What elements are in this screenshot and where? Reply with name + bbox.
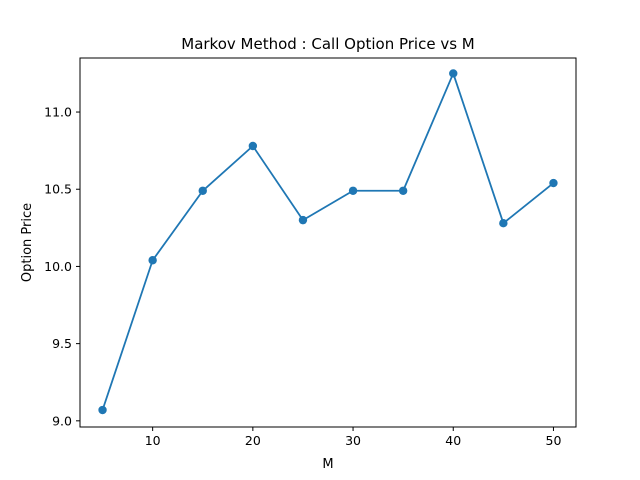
y-tick-label: 9.5 [52, 336, 72, 351]
data-point [248, 141, 258, 151]
plot-area: 10 20 30 40 50 9.0 9.5 10.0 10.5 11.0 [44, 69, 561, 448]
series-line [101, 72, 555, 411]
chart-title: Markov Method : Call Option Price vs M [181, 35, 474, 53]
x-tick-label: 20 [245, 433, 261, 448]
y-tick-label: 10.0 [44, 259, 72, 274]
data-point [449, 69, 458, 78]
data-point [499, 219, 508, 228]
x-tick-label: 40 [445, 433, 461, 448]
y-tick-label: 11.0 [44, 105, 72, 120]
data-point [348, 186, 358, 195]
data-point [148, 256, 157, 265]
y-tick-label: 9.0 [52, 413, 72, 428]
data-point [398, 186, 408, 195]
data-point [298, 215, 308, 225]
data-point [98, 405, 107, 415]
x-tick-label: 10 [145, 433, 161, 448]
x-axis-label: M [322, 457, 333, 472]
x-tick-label: 50 [546, 433, 562, 448]
y-tick-label: 10.5 [44, 182, 72, 197]
data-point [198, 186, 207, 195]
data-point [549, 178, 558, 188]
x-tick-label: 30 [345, 433, 361, 448]
y-axis-label: Option Price [20, 203, 35, 282]
axes-frame [79, 57, 577, 428]
